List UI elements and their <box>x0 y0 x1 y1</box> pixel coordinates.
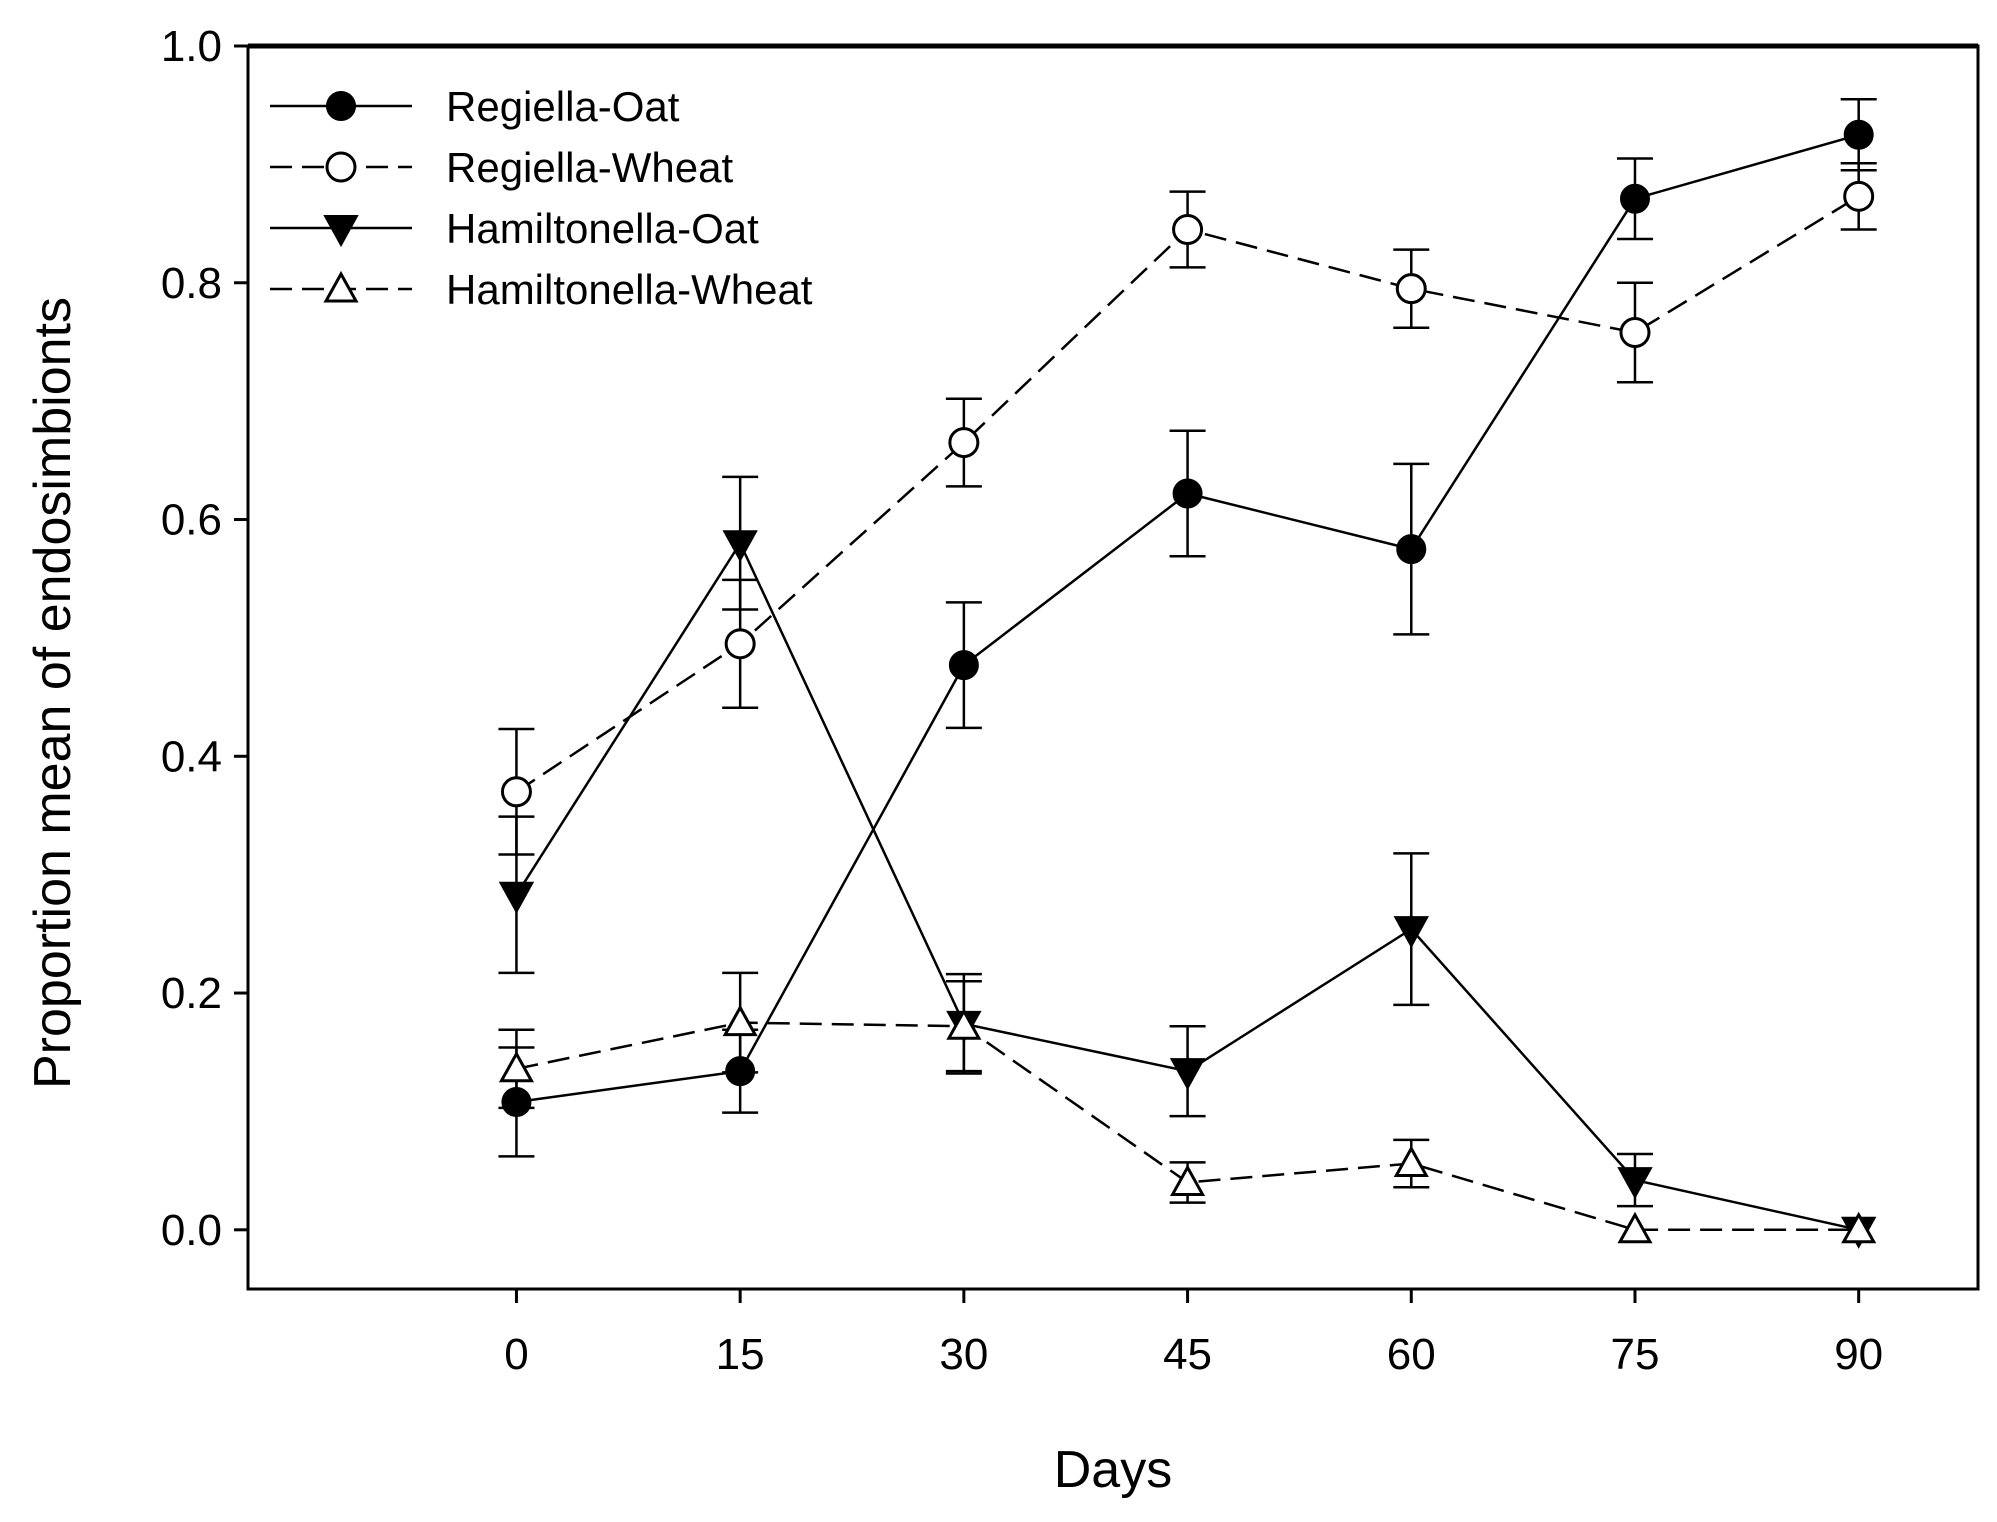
y-tick-label: 0.0 <box>161 1206 222 1255</box>
y-tick-label: 1.0 <box>161 22 222 71</box>
hamiltonella-wheat-point <box>1393 1145 1429 1178</box>
regiella-wheat-point <box>1619 316 1651 348</box>
regiella-wheat-point <box>724 628 756 660</box>
legend-label-regiella-wheat: Regiella-Wheat <box>446 144 733 191</box>
legend-marker-hamiltonella-wheat <box>323 270 359 303</box>
regiella-oat-point <box>948 650 979 681</box>
legend-label-hamiltonella-oat: Hamiltonella-Oat <box>446 205 759 252</box>
hamiltonella-wheat-point <box>1170 1164 1206 1196</box>
y-tick-label: 0.4 <box>161 732 222 781</box>
x-tick-label: 0 <box>504 1330 528 1379</box>
x-tick-label: 45 <box>1163 1330 1212 1379</box>
y-axis-title: Proportion mean of endosimbionts <box>24 297 82 1089</box>
regiella-oat-point <box>1396 534 1427 565</box>
legend-marker-regiella-wheat <box>325 151 357 183</box>
regiella-oat-point <box>1172 478 1203 509</box>
x-axis-title: Days <box>1054 1441 1172 1499</box>
hamiltonella-oat-point <box>1617 1167 1653 1200</box>
series-layer <box>498 98 1877 1249</box>
y-tick-label: 0.6 <box>161 496 222 545</box>
hamiltonella-wheat-point <box>1841 1211 1877 1244</box>
legend-marker-hamiltonella-oat <box>323 215 359 248</box>
regiella-oat-point <box>1619 183 1650 214</box>
x-tick-label: 60 <box>1387 1330 1436 1379</box>
x-tick-label: 15 <box>716 1330 765 1379</box>
regiella-wheat-point <box>500 776 532 808</box>
legend-label-hamiltonella-wheat: Hamiltonella-Wheat <box>446 266 813 313</box>
x-tick-label: 30 <box>939 1330 988 1379</box>
legend-marker-regiella-oat <box>326 91 356 121</box>
series-regiella-wheat <box>498 161 1877 856</box>
hamiltonella-oat-point <box>498 881 535 914</box>
x-tick-label: 75 <box>1611 1330 1660 1379</box>
hamiltonella-oat-point <box>1393 916 1429 949</box>
regiella-wheat-point <box>948 427 980 459</box>
regiella-wheat-point <box>1395 273 1427 305</box>
regiella-wheat-point <box>1843 180 1875 212</box>
y-tick-label: 0.8 <box>161 259 222 308</box>
regiella-oat-point <box>1843 119 1874 150</box>
regiella-wheat-point <box>1172 213 1204 245</box>
x-tick-label: 90 <box>1834 1330 1883 1379</box>
legend-label-regiella-oat: Regiella-Oat <box>446 83 680 130</box>
y-tick-label: 0.2 <box>161 969 222 1018</box>
x-axis-ticks: 0 15 30 45 60 75 90 <box>504 1289 1883 1379</box>
hamiltonella-oat-point <box>1169 1058 1206 1091</box>
hamiltonella-wheat-point <box>1617 1211 1653 1244</box>
legend: Regiella-Oat Regiella-Wheat Hamiltonella-O… <box>270 83 813 313</box>
hamiltonella-wheat-point <box>722 1004 758 1037</box>
hamiltonella-oat-point <box>722 530 758 563</box>
series-hamiltonella-wheat <box>498 971 1877 1244</box>
series-hamiltonella-oat <box>498 475 1877 1249</box>
hamiltonella-oat-line <box>515 540 1859 1232</box>
hamiltonella-wheat-point <box>946 1008 982 1040</box>
hamiltonella-wheat-point <box>498 1050 534 1083</box>
y-axis-ticks: 0.0 0.2 0.4 0.6 0.8 1.0 <box>161 22 248 1255</box>
